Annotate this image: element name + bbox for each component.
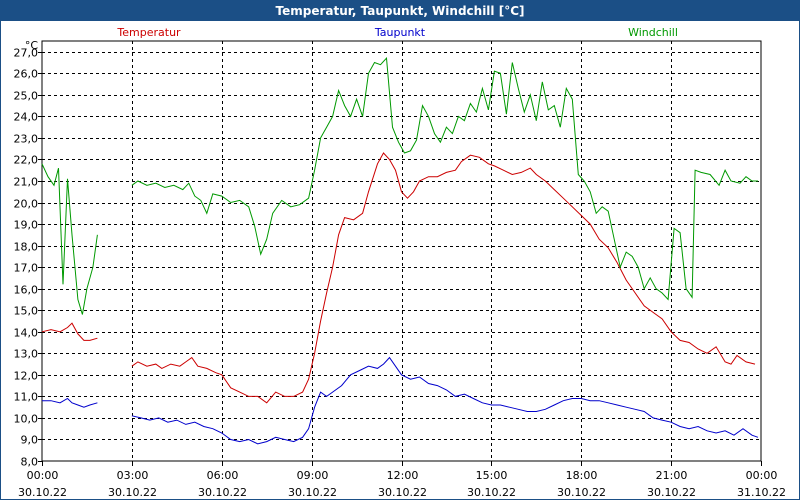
series-line-temperatur — [131, 152, 756, 404]
legend-temperatur: Temperatur — [116, 26, 181, 39]
y-tick-label: 22,0 — [14, 154, 39, 167]
y-tick-label: 8,0 — [21, 456, 39, 469]
y-tick-label: 14,0 — [14, 327, 39, 340]
x-tick-time-label: 03:00 — [117, 469, 149, 482]
x-tick-date-label: 30.10.22 — [557, 486, 606, 499]
x-tick-date-label: 30.10.22 — [378, 486, 427, 499]
y-axis-unit: °C — [25, 39, 39, 52]
y-tick-label: 27,0 — [14, 47, 39, 60]
y-tick-label: 24,0 — [14, 111, 39, 124]
y-tick-label: 23,0 — [14, 133, 39, 146]
y-tick-label: 17,0 — [14, 262, 39, 275]
x-tick-time-label: 15:00 — [476, 469, 508, 482]
y-tick-label: 20,0 — [14, 198, 39, 211]
x-tick-time-label: 00:00 — [27, 469, 59, 482]
x-tick-date-label: 31.10.22 — [737, 486, 786, 499]
x-tick-time-label: 09:00 — [297, 469, 329, 482]
x-tick-date-label: 30.10.22 — [198, 486, 247, 499]
y-tick-label: 10,0 — [14, 413, 39, 426]
x-tick-time-label: 00:00 — [746, 469, 778, 482]
x-tick-time-label: 18:00 — [566, 469, 598, 482]
y-tick-label: 19,0 — [14, 219, 39, 232]
y-tick-label: 21,0 — [14, 176, 39, 189]
x-tick-date-label: 30.10.22 — [288, 486, 337, 499]
x-tick-time-label: 12:00 — [387, 469, 419, 482]
y-tick-label: 11,0 — [14, 391, 39, 404]
y-tick-label: 16,0 — [14, 284, 39, 297]
series-line-temperatur — [41, 322, 98, 341]
series-line-windchill — [131, 57, 758, 301]
y-tick-label: 12,0 — [14, 370, 39, 383]
legend-windchill: Windchill — [628, 26, 678, 39]
x-tick-date-label: 30.10.22 — [467, 486, 516, 499]
x-tick-date-label: 30.10.22 — [108, 486, 157, 499]
chart-title: Temperatur, Taupunkt, Windchill [°C] — [1, 1, 799, 21]
x-tick-time-label: 21:00 — [656, 469, 688, 482]
y-tick-label: 9,0 — [21, 434, 39, 447]
x-tick-time-label: 06:00 — [207, 469, 239, 482]
y-tick-label: 13,0 — [14, 348, 39, 361]
plot-area — [41, 40, 762, 462]
series-line-taupunkt — [131, 356, 759, 445]
legend-taupunkt: Taupunkt — [374, 26, 426, 39]
y-tick-label: 26,0 — [14, 68, 39, 81]
y-tick-label: 18,0 — [14, 241, 39, 254]
y-tick-label: 15,0 — [14, 305, 39, 318]
x-tick-date-label: 30.10.22 — [18, 486, 67, 499]
y-tick-label: 25,0 — [14, 90, 39, 103]
series-line-taupunkt — [42, 397, 98, 408]
series-line-windchill — [41, 163, 98, 315]
x-tick-date-label: 30.10.22 — [647, 486, 696, 499]
